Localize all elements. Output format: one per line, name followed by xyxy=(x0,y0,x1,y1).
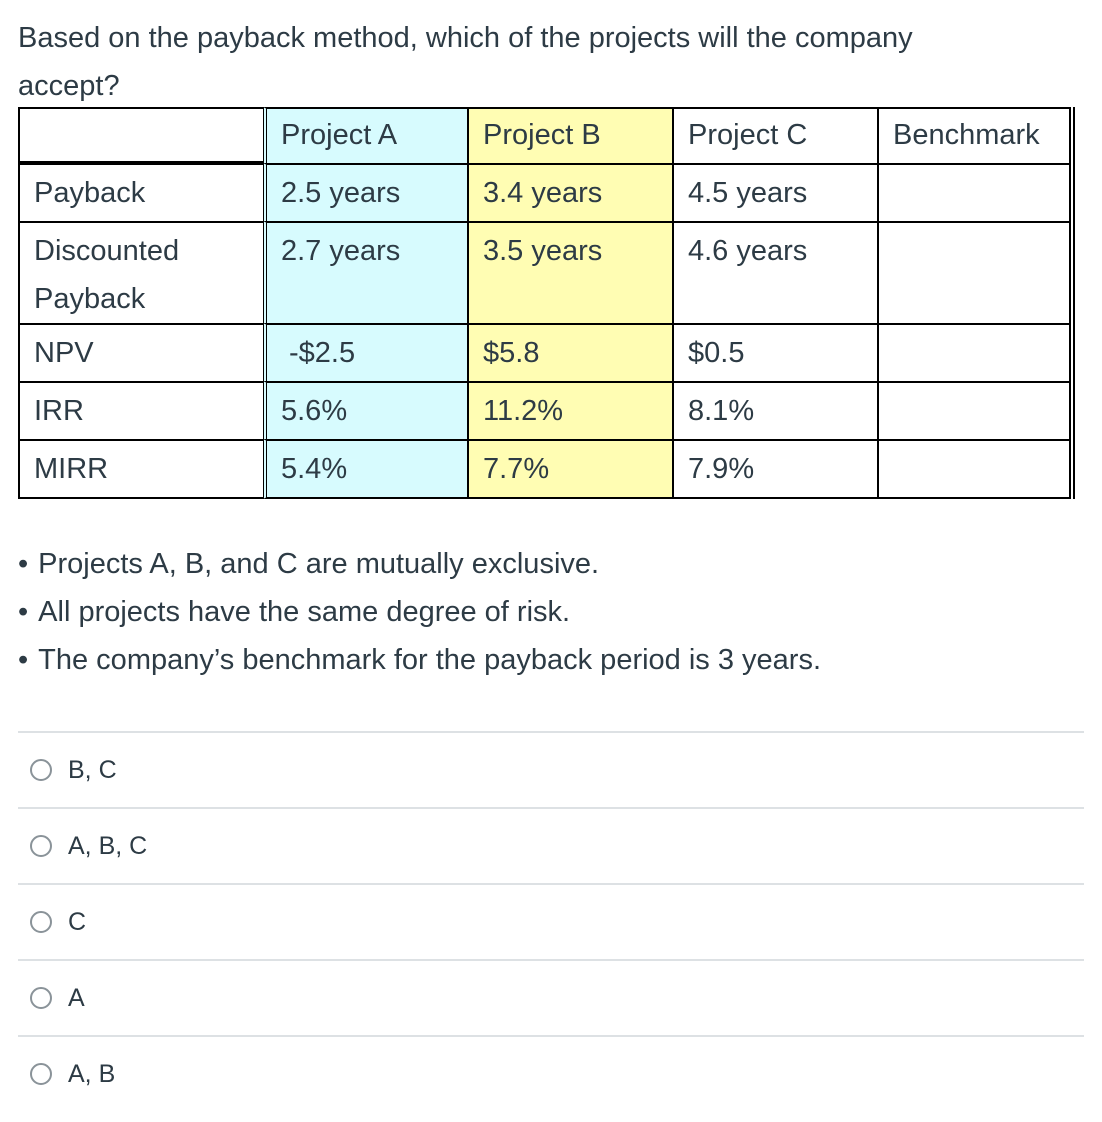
radio-button[interactable] xyxy=(30,987,52,1009)
answer-option-a-b[interactable]: A, B xyxy=(18,1035,1084,1111)
cell-project-c: 4.5 years xyxy=(672,163,877,221)
cell-project-b: 3.4 years xyxy=(467,163,672,221)
answer-option-a[interactable]: A xyxy=(18,959,1084,1035)
cell-project-c: 8.1% xyxy=(672,381,877,439)
answer-label: C xyxy=(68,907,87,936)
table-row: NPV -$2.5 $5.8 $0.5 xyxy=(18,323,1069,381)
row-label: NPV xyxy=(18,323,263,381)
radio-button[interactable] xyxy=(30,1063,52,1085)
table-row: Payback 2.5 years 3.4 years 4.5 years xyxy=(18,163,1069,221)
radio-button[interactable] xyxy=(30,835,52,857)
question-text: Based on the payback method, which of th… xyxy=(18,22,913,102)
table-row: Discounted Payback 2.7 years 3.5 years 4… xyxy=(18,221,1069,323)
header-benchmark: Benchmark xyxy=(877,107,1069,163)
cell-benchmark xyxy=(877,221,1069,323)
answer-option-b-c[interactable]: B, C xyxy=(18,731,1084,807)
header-project-b: Project B xyxy=(467,107,672,163)
notes-list: Projects A, B, and C are mutually exclus… xyxy=(18,540,1078,684)
row-label: Payback xyxy=(18,163,263,221)
header-empty xyxy=(18,107,263,163)
cell-project-a: 2.7 years xyxy=(263,221,467,323)
row-label: IRR xyxy=(18,381,263,439)
cell-project-a: -$2.5 xyxy=(263,323,467,381)
radio-button[interactable] xyxy=(30,911,52,933)
answer-options: B, C A, B, C C A A, B xyxy=(18,731,1084,1111)
radio-button[interactable] xyxy=(30,759,52,781)
answer-option-a-b-c[interactable]: A, B, C xyxy=(18,807,1084,883)
answer-label: A, B xyxy=(68,1059,116,1088)
answer-label: A xyxy=(68,983,85,1012)
cell-project-c: 7.9% xyxy=(672,439,877,499)
cell-benchmark xyxy=(877,323,1069,381)
table-row: MIRR 5.4% 7.7% 7.9% xyxy=(18,439,1069,499)
cell-benchmark xyxy=(877,381,1069,439)
answer-label: A, B, C xyxy=(68,831,148,860)
table-row: IRR 5.6% 11.2% 8.1% xyxy=(18,381,1069,439)
cell-project-b: $5.8 xyxy=(467,323,672,381)
cell-project-a: 5.4% xyxy=(263,439,467,499)
cell-project-b: 3.5 years xyxy=(467,221,672,323)
cell-project-b: 11.2% xyxy=(467,381,672,439)
cell-project-a: 5.6% xyxy=(263,381,467,439)
cell-project-c: $0.5 xyxy=(672,323,877,381)
answer-label: B, C xyxy=(68,755,117,784)
projects-table: Project A Project B Project C Benchmark … xyxy=(18,107,1075,499)
cell-benchmark xyxy=(877,163,1069,221)
cell-project-a: 2.5 years xyxy=(263,163,467,221)
header-project-c: Project C xyxy=(672,107,877,163)
data-table-container: Project A Project B Project C Benchmark … xyxy=(18,107,1075,499)
note-item: Projects A, B, and C are mutually exclus… xyxy=(18,540,1078,588)
cell-benchmark xyxy=(877,439,1069,499)
note-item: All projects have the same degree of ris… xyxy=(18,588,1078,636)
note-item: The company’s benchmark for the payback … xyxy=(18,636,1078,684)
table-header-row: Project A Project B Project C Benchmark xyxy=(18,107,1069,163)
header-project-a: Project A xyxy=(263,107,467,163)
row-label: MIRR xyxy=(18,439,263,499)
answer-option-c[interactable]: C xyxy=(18,883,1084,959)
cell-project-b: 7.7% xyxy=(467,439,672,499)
cell-project-c: 4.6 years xyxy=(672,221,877,323)
row-label: Discounted Payback xyxy=(18,221,263,323)
